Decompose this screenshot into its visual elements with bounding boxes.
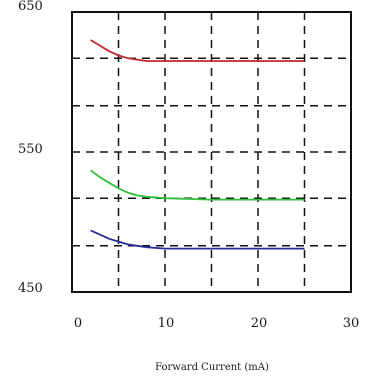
x-tick-label-0: 0: [74, 316, 82, 331]
series-layer: [90, 39, 305, 250]
y-tick-label-550: 550: [18, 142, 43, 157]
series-line-3: [90, 229, 305, 250]
grid: [72, 12, 351, 292]
x-tick-label-30: 30: [343, 316, 360, 331]
y-tick-label-650: 650: [18, 0, 43, 14]
x-tick-label-20: 20: [251, 316, 268, 331]
series-line-2: [90, 169, 305, 201]
x-tick-label-10: 10: [158, 316, 175, 331]
series-line-1: [90, 39, 305, 62]
x-axis-title: Forward Current (mA): [155, 362, 269, 373]
y-tick-label-450: 450: [18, 281, 43, 296]
